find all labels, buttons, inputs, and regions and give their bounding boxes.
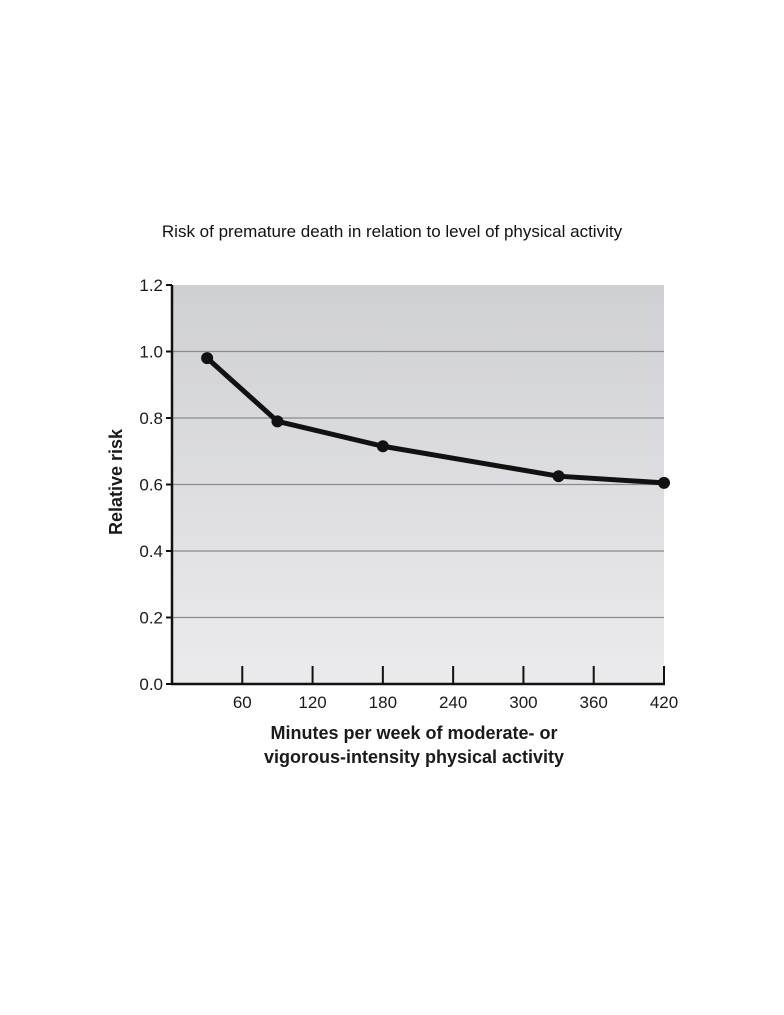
x-axis-label-line-1: Minutes per week of moderate- or (270, 723, 557, 743)
data-point (376, 440, 389, 453)
x-tick-label: 420 (650, 693, 678, 712)
x-tick-label: 120 (298, 693, 326, 712)
data-point (552, 470, 565, 483)
x-tick-label: 300 (509, 693, 537, 712)
y-tick-label: 1.0 (139, 343, 163, 362)
x-tick-label: 180 (369, 693, 397, 712)
y-tick-label: 0.8 (139, 409, 163, 428)
chart-title: Risk of premature death in relation to l… (161, 222, 623, 241)
y-tick-label: 0.2 (139, 609, 163, 628)
axis-labels: Relative risk Minutes per week of modera… (106, 428, 564, 767)
data-point (658, 476, 670, 489)
data-point (271, 415, 284, 428)
y-tick-label: 1.2 (139, 276, 163, 295)
data-point (201, 352, 214, 365)
x-tick-label: 360 (580, 693, 608, 712)
x-tick-label: 60 (233, 693, 252, 712)
y-tick-label: 0.0 (139, 675, 163, 694)
axes: 0.0 0.2 0.4 0.6 0.8 1.0 1.2 60 120 180 240 300 360 42… (139, 276, 678, 712)
x-axis-label-line-2: vigorous-intensity physical activity (264, 747, 564, 767)
data-series (201, 352, 670, 489)
y-tick-label: 0.6 (139, 476, 163, 495)
y-axis-label: Relative risk (106, 428, 126, 535)
gridlines (172, 350, 664, 619)
x-tick-label: 240 (439, 693, 467, 712)
y-tick-label: 0.4 (139, 542, 163, 561)
